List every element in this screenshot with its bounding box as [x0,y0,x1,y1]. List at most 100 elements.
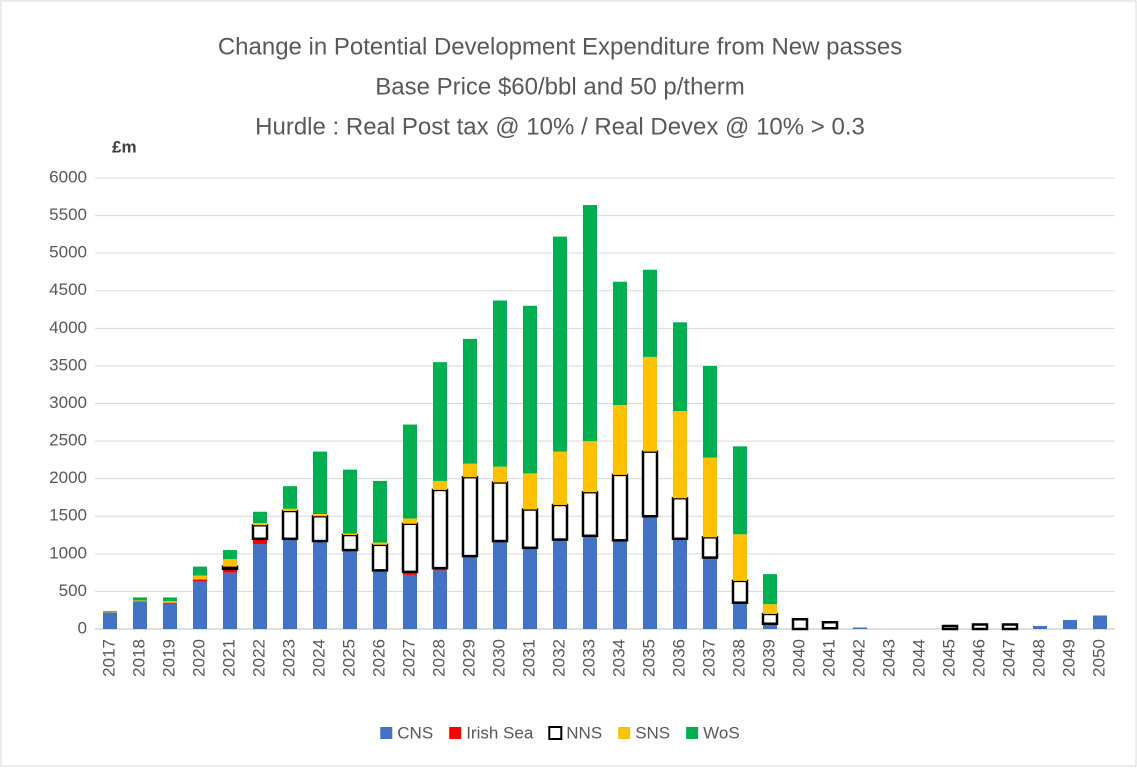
x-tick-label: 2036 [669,639,688,677]
chart-title: Base Price $60/bbl and 50 p/therm [375,73,745,100]
bar [583,535,597,629]
bar [553,451,567,505]
bar [163,602,177,604]
bar [133,601,147,629]
bar [403,571,417,575]
bar [701,536,719,559]
bar [313,451,327,514]
bar [941,624,959,631]
bar [821,620,839,630]
x-tick-label: 2045 [939,639,958,677]
bar [371,543,389,572]
bar [433,570,447,629]
y-tick-label: 3500 [49,355,87,374]
y-tick-label: 4500 [49,280,87,299]
y-tick-label: 2500 [49,431,87,450]
x-tick-label: 2029 [459,639,478,677]
y-tick-label: 3000 [49,393,87,412]
bar [733,602,747,629]
bar [641,450,659,518]
y-tick-label: 1500 [49,506,87,525]
x-tick-label: 2031 [519,639,538,677]
x-tick-label: 2027 [399,639,418,677]
x-tick-label: 2048 [1029,639,1048,677]
bar [463,338,477,464]
bar [103,612,117,629]
legend-marker [548,726,563,740]
bar [133,600,147,602]
x-tick-label: 2047 [999,639,1018,677]
bar [673,322,687,412]
bar [373,480,387,543]
x-tick-label: 2023 [279,639,298,677]
x-tick-label: 2035 [639,639,658,677]
x-tick-label: 2044 [909,639,928,677]
x-tick-label: 2021 [219,639,238,677]
bar [431,488,449,570]
bar [611,473,629,542]
bar [733,534,747,581]
x-tick-label: 2025 [339,639,358,677]
y-tick-label: 5500 [49,205,87,224]
legend-marker [618,727,631,739]
bar [193,566,207,576]
bar [223,550,237,560]
bar [103,610,117,612]
chart-title: Hurdle : Real Post tax @ 10% / Real Deve… [255,113,865,140]
legend-label: Irish Sea [466,723,534,742]
bar [223,568,237,573]
bar [403,518,417,524]
bar [1033,625,1047,629]
bar [731,579,749,604]
x-tick-label: 2019 [159,639,178,677]
x-tick-label: 2042 [849,639,868,677]
bar [193,581,207,629]
bar [253,544,267,629]
bar [341,533,359,552]
x-tick-label: 2038 [729,639,748,677]
bar [853,627,867,629]
bar [433,480,447,490]
bar [553,236,567,452]
x-tick-label: 2040 [789,639,808,677]
y-tick-label: 1000 [49,543,87,562]
bar [283,538,297,629]
bar [163,603,177,629]
bar [163,601,177,603]
x-tick-label: 2033 [579,639,598,677]
bar [493,541,507,629]
bar [103,611,117,613]
bar [551,503,569,541]
legend-label: NNS [566,723,602,742]
bar [581,490,599,538]
bar [403,424,417,519]
bar [613,281,627,406]
bar [491,481,509,543]
bar [613,540,627,629]
bar [223,559,237,567]
bar [253,523,267,526]
bar [643,516,657,629]
bar [523,305,537,474]
bar [283,486,297,509]
x-tick-label: 2041 [819,639,838,677]
x-tick-label: 2032 [549,639,568,677]
x-tick-label: 2030 [489,639,508,677]
legend-marker [686,727,699,739]
bar [281,509,299,541]
y-tick-label: 6000 [49,167,87,186]
x-tick-label: 2028 [429,639,448,677]
bar [373,542,387,545]
x-tick-label: 2043 [879,639,898,677]
legend-label: WoS [703,723,740,742]
bar [521,508,539,550]
bar [283,508,297,511]
x-tick-label: 2037 [699,639,718,677]
x-tick-label: 2024 [309,639,328,677]
x-tick-label: 2017 [99,639,118,677]
x-tick-label: 2046 [969,639,988,677]
bar [703,457,717,538]
bar [703,557,717,629]
y-tick-label: 4000 [49,318,87,337]
